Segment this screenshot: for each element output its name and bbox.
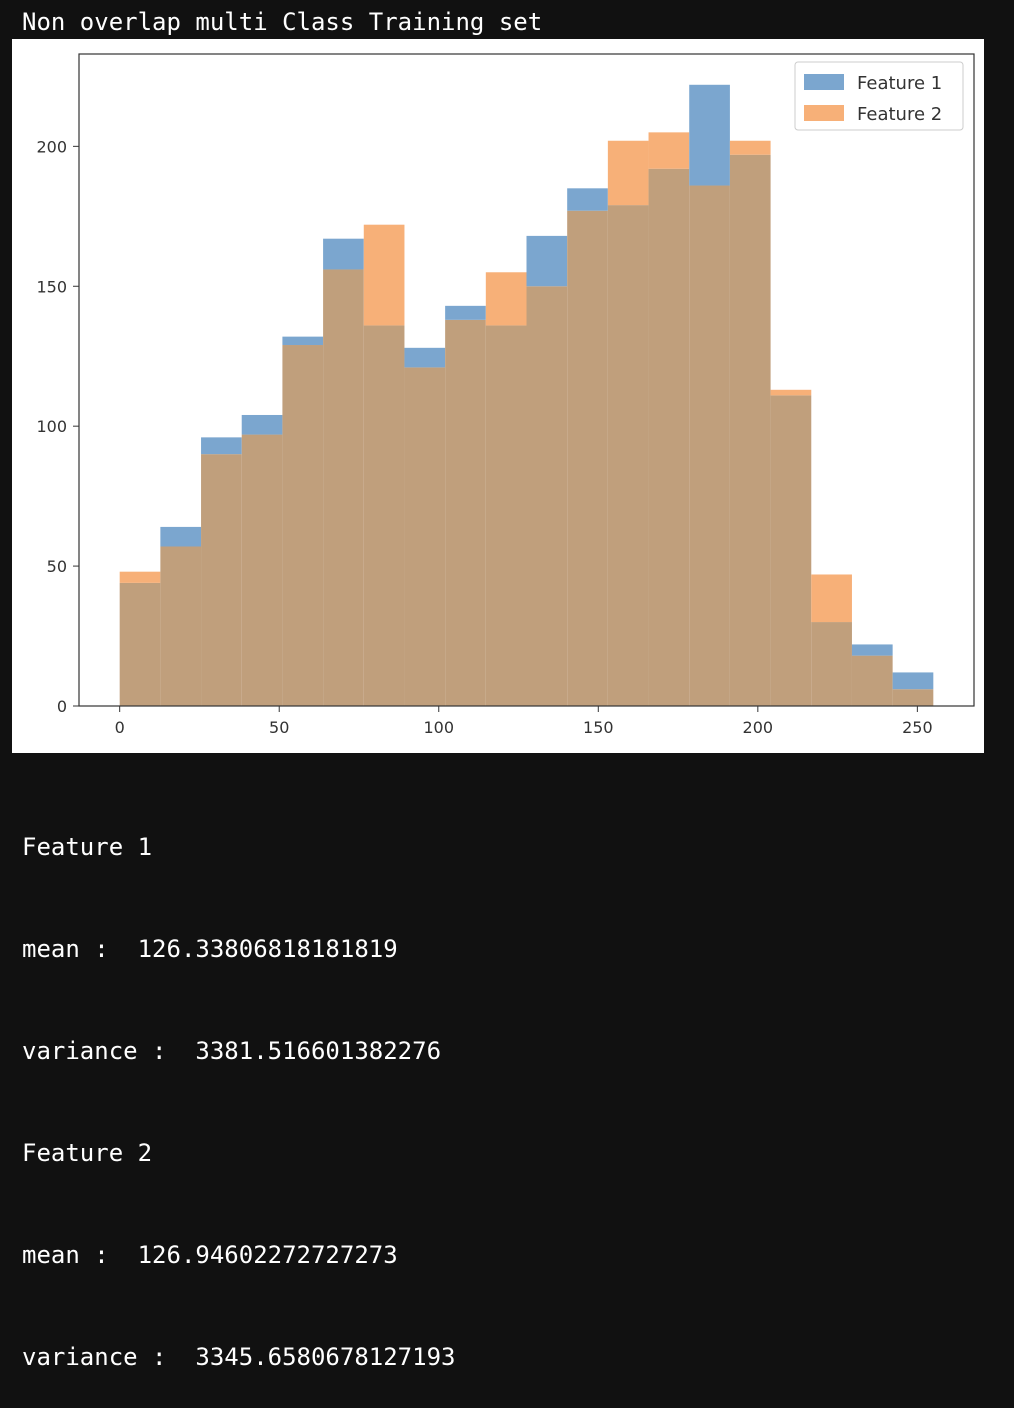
histogram-bar-feature-1 — [282, 336, 324, 346]
x-tick-label: 100 — [423, 718, 454, 737]
histogram-bar-overlap — [323, 269, 364, 706]
legend-swatch-feature-2 — [804, 105, 844, 121]
feature2-mean: mean : 126.94602272727273 — [22, 1241, 398, 1269]
histogram-bar-overlap — [201, 454, 242, 706]
histogram-bar-overlap — [282, 345, 324, 706]
x-tick-label: 150 — [583, 718, 614, 737]
feature2-label: Feature 2 — [22, 1139, 153, 1167]
x-tick-label: 200 — [743, 718, 774, 737]
histogram-bar-overlap — [363, 325, 405, 706]
histogram-bar-feature-1 — [404, 347, 446, 368]
histogram-bar-feature-1 — [445, 305, 486, 320]
y-tick-label: 200 — [36, 137, 67, 156]
histogram-bar-feature-1 — [567, 188, 608, 211]
histogram-bar-overlap — [404, 367, 446, 706]
legend-label-feature-2: Feature 2 — [857, 104, 942, 125]
y-tick-label: 50 — [47, 557, 67, 576]
feature1-label: Feature 1 — [22, 833, 153, 861]
histogram-bar-feature-2 — [770, 389, 812, 396]
histogram-bar-overlap — [607, 205, 649, 706]
histogram-bar-feature-1 — [892, 672, 934, 690]
histogram-bar-feature-1 — [241, 414, 283, 435]
histogram-bar-overlap — [648, 168, 690, 706]
histogram-bar-feature-2 — [119, 571, 161, 583]
feature2-variance: variance : 3345.6580678127193 — [22, 1343, 456, 1371]
y-tick-label: 100 — [36, 417, 67, 436]
histogram-bar-overlap — [485, 325, 527, 706]
histogram-bar-overlap — [526, 286, 568, 706]
histogram-bar-feature-2 — [811, 574, 852, 623]
histogram-bar-feature-1 — [201, 437, 242, 455]
histogram-bar-overlap — [851, 655, 893, 706]
histogram-bar-overlap — [160, 546, 202, 706]
histogram-bar-feature-1 — [851, 644, 893, 656]
plot-frame — [78, 53, 975, 707]
histogram-bar-overlap — [567, 210, 608, 706]
chart-title: Non overlap multi Class Training set — [22, 8, 543, 36]
stats-output: Feature 1 mean : 126.33806818181819 vari… — [22, 762, 455, 1408]
histogram-bar-overlap — [689, 185, 730, 707]
histogram-bar-feature-2 — [485, 272, 527, 326]
feature1-mean: mean : 126.33806818181819 — [22, 935, 398, 963]
x-tick-label: 0 — [115, 718, 125, 737]
histogram-chart: 0 50 100 150 200 250 0 50 100 150 200 Feature 1 Feat… — [36, 53, 975, 737]
y-tick-label: 0 — [57, 697, 67, 716]
histogram-bar-overlap — [892, 689, 934, 706]
histogram-bar-feature-2 — [729, 140, 771, 155]
histogram-bar-feature-1 — [689, 84, 730, 186]
histogram-bar-overlap — [729, 154, 771, 707]
y-tick-label: 150 — [36, 277, 67, 296]
legend-label-feature-1: Feature 1 — [857, 73, 942, 94]
histogram-bar-overlap — [241, 434, 283, 706]
x-tick-label: 250 — [902, 718, 933, 737]
histogram-bar-feature-1 — [526, 235, 568, 287]
histogram-bar-feature-2 — [648, 132, 690, 169]
histogram-bar-feature-2 — [363, 224, 405, 326]
histogram-bar-overlap — [811, 622, 852, 706]
feature1-variance: variance : 3381.516601382276 — [22, 1037, 442, 1065]
legend-swatch-feature-1 — [804, 74, 844, 90]
histogram-bar-overlap — [770, 395, 812, 706]
histogram-bar-overlap — [119, 582, 161, 706]
histogram-bar-feature-2 — [607, 140, 649, 206]
histogram-bar-feature-1 — [160, 526, 202, 547]
x-tick-label: 50 — [269, 718, 289, 737]
histogram-panel: 0 50 100 150 200 250 0 50 100 150 200 Feature 1 Feat… — [12, 39, 984, 753]
histogram-bar-overlap — [445, 319, 486, 706]
histogram-bar-feature-1 — [323, 238, 364, 270]
